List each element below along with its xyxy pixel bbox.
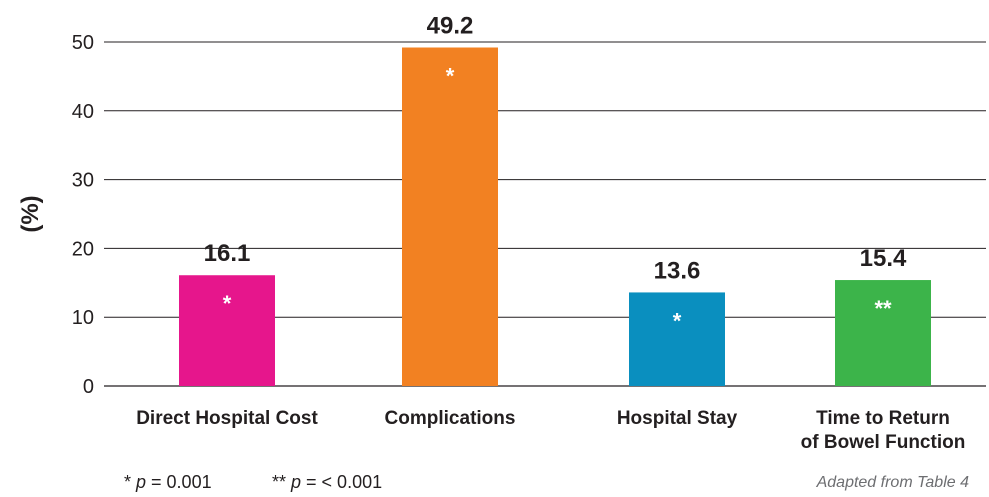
significance-marker: * [223,291,232,316]
bar-value-label: 16.1 [204,240,251,267]
source-note: Adapted from Table 4 [816,474,969,491]
bar-value-label: 49.2 [427,13,474,40]
y-axis-label: (%) [17,195,44,232]
bar [179,275,275,386]
significance-marker: * [446,64,455,89]
y-tick-label: 50 [72,32,94,54]
footnote-var: p [291,472,302,492]
bar-value-label: 13.6 [654,257,701,284]
footnote-mark: * [124,472,137,492]
footnote-p-001: * p = 0.001 [124,472,212,493]
significance-marker: ** [874,296,892,321]
bar [629,292,725,386]
y-tick-label: 40 [72,101,94,123]
x-category-label: Direct Hospital Cost [136,408,318,429]
bar-value-label: 15.4 [860,245,907,272]
y-tick-label: 20 [72,238,94,260]
bar-chart: 0 10 20 30 40 50 (%) 16.1 * Direct Hospital Cost 4… [17,13,986,453]
y-tick-label: 0 [83,376,94,398]
x-category-label: Hospital Stay [617,408,738,429]
significance-marker: * [673,308,682,333]
footnote-p-0001: ** p = < 0.001 [272,472,382,493]
footnote-mark: ** [272,472,292,492]
footnote-var: p [136,472,147,492]
footnote-value: = 0.001 [146,472,212,492]
y-tick-label: 30 [72,170,94,192]
x-category-label: Time to Return [816,408,950,429]
footnote-value: = < 0.001 [301,472,383,492]
x-category-label: Complications [385,408,516,429]
bar [835,280,931,386]
y-tick-label: 10 [72,307,94,329]
x-category-label: of Bowel Function [801,432,966,453]
bar [402,47,498,387]
